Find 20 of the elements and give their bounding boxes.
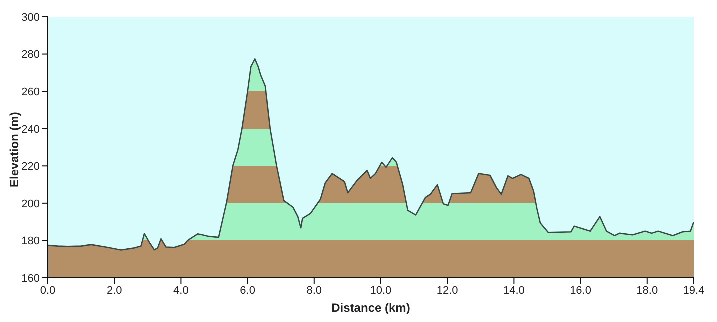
x-tick-label: 12.0 <box>436 284 458 297</box>
x-tick-label: 8.0 <box>306 284 322 297</box>
x-tick-label: 4.0 <box>174 284 189 297</box>
y-tick-label: 300 <box>22 12 40 24</box>
x-tick-label: 19.4 <box>683 284 705 297</box>
y-tick-label: 260 <box>22 86 40 98</box>
y-tick-label: 240 <box>22 124 40 136</box>
x-tick-label: 16.0 <box>570 284 592 297</box>
y-axis-title: Elevation (m) <box>7 112 22 188</box>
x-tick-label: 18.0 <box>636 284 658 297</box>
y-tick-label: 280 <box>22 49 40 62</box>
y-tick-label: 200 <box>22 198 40 210</box>
x-tick-label: 2.0 <box>106 284 122 297</box>
y-tick-label: 220 <box>22 161 40 174</box>
y-tick-label: 160 <box>22 272 40 285</box>
y-tick-label: 180 <box>22 236 40 248</box>
x-tick-label: 0.0 <box>40 284 56 297</box>
x-tick-label: 6.0 <box>240 284 256 297</box>
x-tick-label: 10.0 <box>370 284 392 297</box>
x-tick-label: 14.0 <box>503 284 525 297</box>
